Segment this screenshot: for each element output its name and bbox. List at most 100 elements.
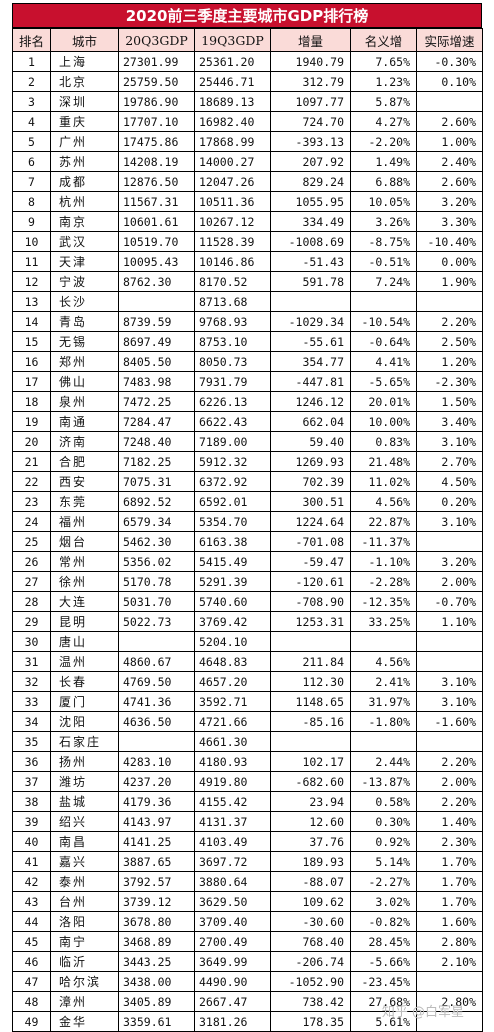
cell-gdp-2019q3: 3629.50 (194, 891, 271, 912)
table-row: 37 潍坊 4237.20 4919.80 -682.60 -13.87% 2.00% (12, 771, 483, 792)
cell-nominal-growth: -11.37% (350, 531, 417, 552)
cell-real-growth: 3.20% (416, 191, 483, 212)
cell-gdp-2019q3: 4919.80 (194, 771, 271, 792)
cell-gdp-2019q3: 4721.66 (194, 711, 271, 732)
table-row: 36 扬州 4283.10 4180.93 102.17 2.44% 2.20% (12, 751, 483, 772)
cell-nominal-growth: 10.05% (350, 191, 417, 212)
cell-gdp-2020q3: 3792.57 (118, 871, 195, 892)
cell-real-growth: 1.90% (416, 271, 483, 292)
header-nominal-growth: 名义增 (350, 28, 417, 52)
cell-city: 成都 (50, 171, 119, 192)
cell-real-growth: 1.10% (416, 611, 483, 632)
cell-gdp-2019q3: 3697.72 (194, 851, 271, 872)
cell-increment: 1940.79 (270, 51, 351, 72)
cell-nominal-growth: -0.51% (350, 251, 417, 272)
cell-gdp-2020q3: 7182.25 (118, 451, 195, 472)
cell-city: 南昌 (50, 831, 119, 852)
cell-nominal-growth: -12.35% (350, 591, 417, 612)
table-row: 11 天津 10095.43 10146.86 -51.43 -0.51% 0.00% (12, 251, 483, 272)
cell-gdp-2020q3 (118, 731, 195, 752)
cell-gdp-2020q3: 3405.89 (118, 991, 195, 1012)
cell-gdp-2020q3: 7248.40 (118, 431, 195, 452)
cell-increment: -701.08 (270, 531, 351, 552)
cell-increment: -206.74 (270, 951, 351, 972)
cell-gdp-2020q3 (118, 291, 195, 312)
cell-gdp-2019q3: 25446.71 (194, 71, 271, 92)
cell-rank: 47 (12, 971, 51, 992)
cell-city: 重庆 (50, 111, 119, 132)
cell-nominal-growth: 11.02% (350, 471, 417, 492)
cell-increment: -1029.34 (270, 311, 351, 332)
cell-gdp-2019q3: 17868.99 (194, 131, 271, 152)
cell-increment: 178.35 (270, 1011, 351, 1032)
cell-rank: 30 (12, 631, 51, 652)
cell-city: 南通 (50, 411, 119, 432)
cell-gdp-2019q3: 5354.70 (194, 511, 271, 532)
cell-increment: 702.39 (270, 471, 351, 492)
cell-gdp-2019q3: 3880.64 (194, 871, 271, 892)
cell-nominal-growth: 4.27% (350, 111, 417, 132)
table-row: 42 泰州 3792.57 3880.64 -88.07 -2.27% 1.70% (12, 871, 483, 892)
cell-increment: 37.76 (270, 831, 351, 852)
cell-real-growth: 0.00% (416, 251, 483, 272)
cell-gdp-2019q3: 5912.32 (194, 451, 271, 472)
table-row: 14 青岛 8739.59 9768.93 -1029.34 -10.54% 2.20% (12, 311, 483, 332)
cell-gdp-2019q3: 8713.68 (194, 291, 271, 312)
cell-gdp-2019q3: 4155.42 (194, 791, 271, 812)
cell-increment: 1148.65 (270, 691, 351, 712)
cell-gdp-2020q3: 11567.31 (118, 191, 195, 212)
cell-gdp-2020q3: 3438.00 (118, 971, 195, 992)
cell-rank: 44 (12, 911, 51, 932)
cell-increment: 1246.12 (270, 391, 351, 412)
cell-nominal-growth: 2.41% (350, 671, 417, 692)
cell-nominal-growth: 21.48% (350, 451, 417, 472)
cell-increment: -682.60 (270, 771, 351, 792)
cell-rank: 26 (12, 551, 51, 572)
cell-gdp-2020q3: 4179.36 (118, 791, 195, 812)
cell-rank: 7 (12, 171, 51, 192)
cell-increment: 724.70 (270, 111, 351, 132)
cell-real-growth: 3.20% (416, 551, 483, 572)
cell-nominal-growth: 0.83% (350, 431, 417, 452)
cell-nominal-growth: 1.23% (350, 71, 417, 92)
cell-gdp-2020q3: 4143.97 (118, 811, 195, 832)
cell-real-growth: 1.00% (416, 131, 483, 152)
cell-increment: -30.60 (270, 911, 351, 932)
cell-nominal-growth: 22.87% (350, 511, 417, 532)
cell-rank: 42 (12, 871, 51, 892)
cell-nominal-growth: 5.14% (350, 851, 417, 872)
cell-gdp-2020q3: 4769.50 (118, 671, 195, 692)
cell-nominal-growth: -0.82% (350, 911, 417, 932)
cell-real-growth: 3.10% (416, 691, 483, 712)
table-row: 25 烟台 5462.30 6163.38 -701.08 -11.37% (12, 531, 483, 552)
cell-rank: 35 (12, 731, 51, 752)
cell-city: 佛山 (50, 371, 119, 392)
cell-rank: 43 (12, 891, 51, 912)
cell-nominal-growth: -2.28% (350, 571, 417, 592)
cell-gdp-2020q3: 3678.80 (118, 911, 195, 932)
cell-nominal-growth: -5.66% (350, 951, 417, 972)
header-gdp-2019q3: 19Q3GDP (194, 28, 271, 52)
cell-rank: 18 (12, 391, 51, 412)
cell-increment: 312.79 (270, 71, 351, 92)
table-row: 38 盐城 4179.36 4155.42 23.94 0.58% 2.20% (12, 791, 483, 812)
table-row: 4 重庆 17707.10 16982.40 724.70 4.27% 2.60% (12, 111, 483, 132)
cell-gdp-2019q3: 5204.10 (194, 631, 271, 652)
table-row: 45 南宁 3468.89 2700.49 768.40 28.45% 2.80% (12, 931, 483, 952)
table-body: 1 上海 27301.99 25361.20 1940.79 7.65% -0.30% 2 北京… (12, 51, 483, 1032)
cell-real-growth (416, 631, 483, 652)
cell-gdp-2020q3: 10601.61 (118, 211, 195, 232)
cell-real-growth: 2.20% (416, 751, 483, 772)
cell-gdp-2020q3: 4237.20 (118, 771, 195, 792)
table-row: 5 广州 17475.86 17868.99 -393.13 -2.20% 1.00% (12, 131, 483, 152)
cell-gdp-2019q3: 11528.39 (194, 231, 271, 252)
cell-rank: 3 (12, 91, 51, 112)
table-row: 6 苏州 14208.19 14000.27 207.92 1.49% 2.40% (12, 151, 483, 172)
cell-gdp-2019q3: 6592.01 (194, 491, 271, 512)
cell-city: 无锡 (50, 331, 119, 352)
cell-gdp-2020q3: 3359.61 (118, 1011, 195, 1032)
cell-city: 北京 (50, 71, 119, 92)
table-row: 24 福州 6579.34 5354.70 1224.64 22.87% 3.10% (12, 511, 483, 532)
cell-gdp-2019q3: 6372.92 (194, 471, 271, 492)
cell-city: 哈尔滨 (50, 971, 119, 992)
